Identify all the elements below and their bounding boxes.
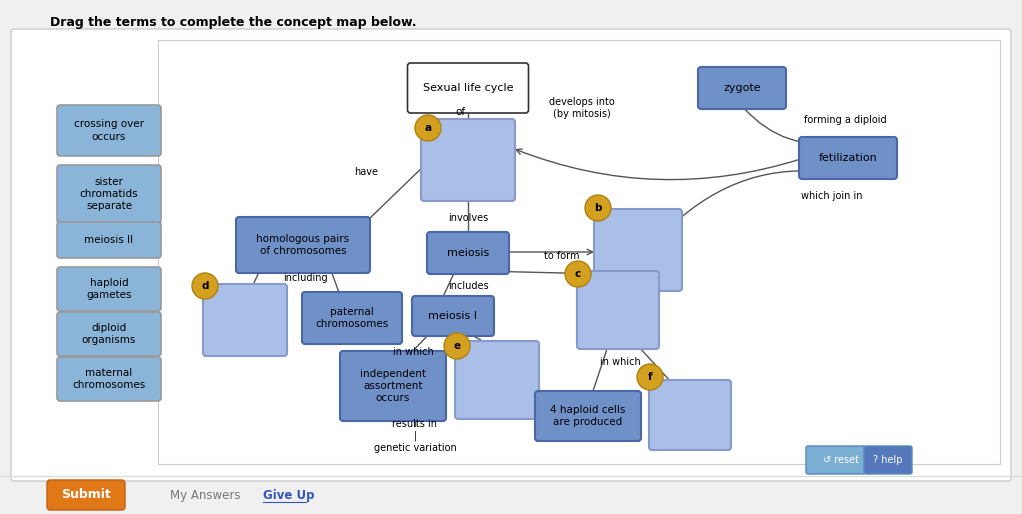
- Text: paternal
chromosomes: paternal chromosomes: [316, 307, 388, 329]
- Text: genetic variation: genetic variation: [374, 443, 457, 453]
- Text: homologous pairs
of chromosomes: homologous pairs of chromosomes: [257, 234, 350, 256]
- Text: have: have: [354, 167, 378, 177]
- FancyBboxPatch shape: [535, 391, 641, 441]
- Text: e: e: [454, 341, 461, 351]
- Circle shape: [192, 273, 218, 299]
- Text: Submit: Submit: [61, 488, 110, 502]
- FancyBboxPatch shape: [11, 29, 1011, 481]
- Text: zygote: zygote: [724, 83, 760, 93]
- Text: c: c: [574, 269, 582, 279]
- FancyBboxPatch shape: [57, 267, 161, 311]
- FancyBboxPatch shape: [57, 222, 161, 258]
- FancyBboxPatch shape: [57, 105, 161, 156]
- FancyBboxPatch shape: [412, 296, 494, 336]
- FancyBboxPatch shape: [57, 165, 161, 223]
- Text: crossing over
occurs: crossing over occurs: [74, 119, 144, 142]
- FancyBboxPatch shape: [806, 446, 865, 474]
- FancyBboxPatch shape: [799, 137, 897, 179]
- Text: meiosis: meiosis: [447, 248, 490, 258]
- FancyBboxPatch shape: [203, 284, 287, 356]
- Text: |: |: [413, 431, 417, 441]
- Text: ↺ reset: ↺ reset: [823, 455, 860, 465]
- Text: results in: results in: [392, 419, 437, 429]
- Text: which join in: which join in: [801, 191, 863, 201]
- Text: includes: includes: [448, 281, 489, 291]
- FancyBboxPatch shape: [455, 341, 539, 419]
- Text: 4 haploid cells
are produced: 4 haploid cells are produced: [550, 405, 625, 427]
- Text: forming a diploid: forming a diploid: [803, 115, 886, 125]
- Circle shape: [637, 364, 663, 390]
- FancyBboxPatch shape: [577, 271, 659, 349]
- FancyBboxPatch shape: [301, 292, 402, 344]
- Text: f: f: [648, 372, 652, 382]
- Text: ? help: ? help: [873, 455, 902, 465]
- FancyBboxPatch shape: [57, 312, 161, 356]
- Text: Drag the terms to complete the concept map below.: Drag the terms to complete the concept m…: [50, 16, 417, 29]
- FancyBboxPatch shape: [408, 63, 528, 113]
- Text: in which: in which: [600, 357, 641, 367]
- Text: Give Up: Give Up: [263, 488, 315, 502]
- Text: to form: to form: [545, 251, 579, 261]
- Text: of: of: [455, 107, 465, 117]
- Text: d: d: [201, 281, 208, 291]
- Text: haploid
gametes: haploid gametes: [86, 278, 132, 300]
- Text: meiosis I: meiosis I: [428, 311, 477, 321]
- Text: Sexual life cycle: Sexual life cycle: [423, 83, 513, 93]
- Text: maternal
chromosomes: maternal chromosomes: [73, 368, 145, 390]
- Text: independent
assortment
occurs: independent assortment occurs: [360, 369, 426, 403]
- Text: in which: in which: [392, 347, 433, 357]
- Text: involves: involves: [448, 213, 489, 223]
- Circle shape: [444, 333, 470, 359]
- FancyBboxPatch shape: [698, 67, 786, 109]
- FancyBboxPatch shape: [649, 380, 731, 450]
- Circle shape: [415, 115, 442, 141]
- Text: meiosis II: meiosis II: [85, 235, 134, 245]
- Circle shape: [585, 195, 611, 221]
- Text: diploid
organisms: diploid organisms: [82, 323, 136, 345]
- Text: b: b: [594, 203, 602, 213]
- Text: My Answers: My Answers: [170, 488, 240, 502]
- FancyBboxPatch shape: [340, 351, 446, 421]
- FancyBboxPatch shape: [864, 446, 912, 474]
- FancyBboxPatch shape: [158, 40, 1000, 464]
- FancyBboxPatch shape: [57, 357, 161, 401]
- Circle shape: [565, 261, 591, 287]
- Text: including: including: [283, 273, 327, 283]
- FancyBboxPatch shape: [47, 480, 125, 510]
- Text: a: a: [424, 123, 431, 133]
- FancyBboxPatch shape: [236, 217, 370, 273]
- Text: fetilization: fetilization: [819, 153, 877, 163]
- Text: develops into
(by mitosis): develops into (by mitosis): [549, 97, 615, 119]
- FancyBboxPatch shape: [427, 232, 509, 274]
- FancyBboxPatch shape: [421, 119, 515, 201]
- FancyBboxPatch shape: [594, 209, 682, 291]
- Text: sister
chromatids
separate: sister chromatids separate: [80, 177, 138, 211]
